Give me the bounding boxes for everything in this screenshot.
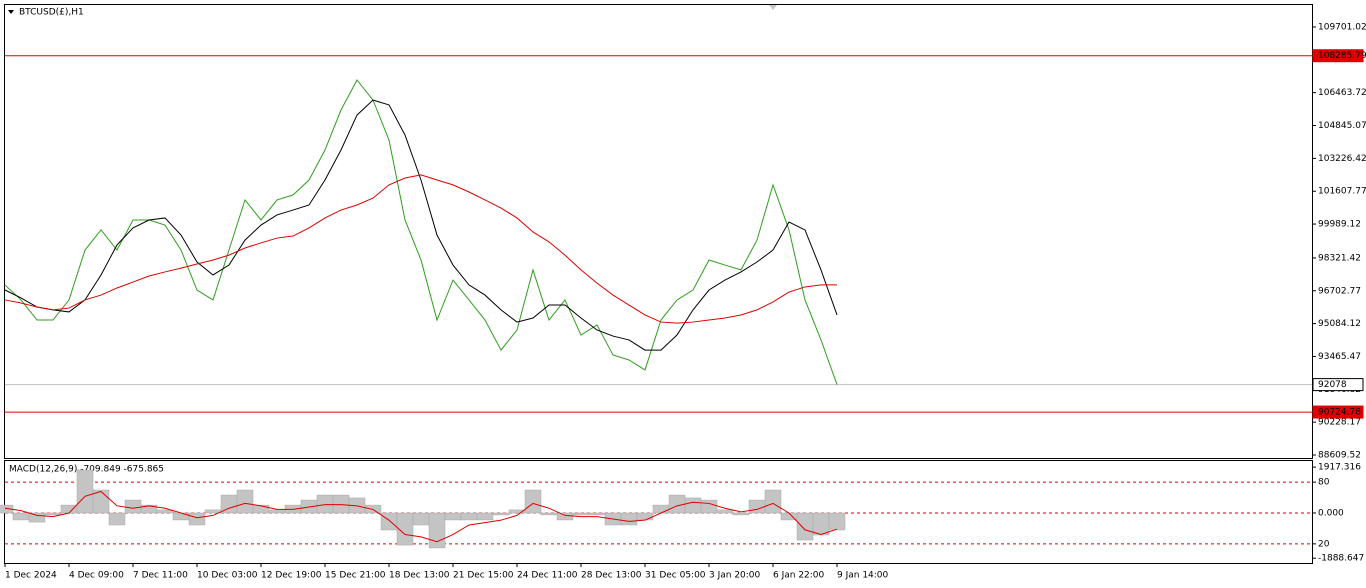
macd-bar bbox=[684, 497, 702, 514]
macd-bar bbox=[476, 512, 494, 521]
macd-bar bbox=[332, 494, 350, 514]
macd-bar bbox=[732, 512, 750, 516]
level-label: 90724.78 bbox=[1318, 408, 1361, 418]
price-line bbox=[4, 79, 838, 385]
y-tick-label: 106463.72 bbox=[1318, 88, 1366, 98]
x-tick-label: 15 Dec 21:00 bbox=[325, 571, 386, 581]
macd-bar bbox=[396, 512, 414, 546]
macd-y-tick-label: 1917.316 bbox=[1318, 463, 1361, 473]
macd-bar bbox=[60, 504, 78, 514]
y-tick-label: 90228.17 bbox=[1318, 418, 1361, 428]
level-label-box bbox=[1312, 378, 1364, 392]
macd-bar bbox=[636, 512, 654, 521]
macd-bar bbox=[588, 512, 606, 516]
y-tick-label: 101607.77 bbox=[1318, 187, 1366, 197]
level-label-box bbox=[1312, 49, 1364, 63]
level-label: 108285.79 bbox=[1318, 51, 1366, 61]
macd-y-tick-label: 80 bbox=[1318, 478, 1330, 488]
x-tick-label: 4 Dec 09:00 bbox=[69, 571, 124, 581]
macd-bar bbox=[316, 494, 334, 514]
x-tick-label: 18 Dec 13:00 bbox=[389, 571, 450, 581]
macd-bar bbox=[12, 512, 30, 521]
macd-bar bbox=[28, 512, 46, 523]
macd-bar bbox=[748, 499, 766, 514]
macd-bar bbox=[764, 489, 782, 514]
macd-bar bbox=[716, 509, 734, 514]
macd-bar bbox=[540, 512, 558, 516]
macd-bar bbox=[524, 489, 542, 514]
macd-bar bbox=[460, 512, 478, 521]
macd-bar bbox=[700, 499, 718, 514]
y-tick-label: 99989.12 bbox=[1318, 220, 1361, 230]
x-tick-label: 10 Dec 03:00 bbox=[197, 571, 258, 581]
macd-bar bbox=[828, 512, 846, 531]
macd-bar bbox=[156, 509, 174, 514]
macd-bar bbox=[572, 512, 590, 516]
x-tick-label: 31 Dec 05:00 bbox=[645, 571, 706, 581]
macd-bar bbox=[124, 499, 142, 514]
y-tick-label: 109701.02 bbox=[1318, 22, 1366, 32]
macd-y-tick-label: -1888.647 bbox=[1318, 554, 1364, 564]
y-tick-label: 88609.52 bbox=[1318, 450, 1361, 460]
macd-bar bbox=[412, 512, 430, 526]
macd-y-tick-label: 0.000 bbox=[1318, 509, 1344, 519]
macd-bar bbox=[140, 504, 158, 514]
price-line bbox=[4, 99, 838, 351]
macd-bar bbox=[172, 512, 190, 521]
y-tick-label: 95084.12 bbox=[1318, 319, 1361, 329]
x-tick-label: 9 Jan 14:00 bbox=[837, 571, 889, 581]
macd-signal-line bbox=[4, 490, 838, 543]
macd-bar bbox=[380, 512, 398, 531]
shift-marker bbox=[769, 5, 777, 10]
macd-bar bbox=[236, 489, 254, 514]
macd-bar bbox=[108, 512, 126, 526]
y-tick-label: 104845.07 bbox=[1318, 121, 1366, 131]
macd-bar bbox=[812, 512, 830, 536]
macd-bar bbox=[252, 504, 270, 514]
chart-title: BTCUSD(£),H1 bbox=[19, 8, 84, 18]
macd-bar bbox=[668, 494, 686, 514]
macd-title: MACD(12,26,9) -709.849 -675.865 bbox=[9, 465, 164, 475]
macd-bar bbox=[620, 512, 638, 526]
main-panel bbox=[4, 4, 1313, 459]
macd-bar bbox=[796, 512, 814, 541]
y-tick-label: 103226.42 bbox=[1318, 154, 1366, 164]
level-label: 92078 bbox=[1318, 380, 1347, 390]
y-tick-label: 93465.47 bbox=[1318, 352, 1361, 362]
x-tick-label: 7 Dec 11:00 bbox=[133, 571, 188, 581]
y-tick-label: 98321.42 bbox=[1318, 253, 1361, 263]
macd-bar bbox=[44, 512, 62, 516]
x-tick-label: 6 Jan 22:00 bbox=[773, 571, 825, 581]
macd-bar bbox=[76, 469, 94, 514]
macd-y-tick-label: 20 bbox=[1318, 539, 1330, 549]
x-tick-label: 28 Dec 13:00 bbox=[581, 571, 642, 581]
macd-bar bbox=[444, 512, 462, 521]
macd-bar bbox=[92, 489, 110, 514]
y-tick-label: 96702.77 bbox=[1318, 286, 1361, 296]
x-tick-label: 12 Dec 19:00 bbox=[261, 571, 322, 581]
x-tick-label: 21 Dec 15:00 bbox=[453, 571, 514, 581]
x-tick-label: 3 Jan 20:00 bbox=[709, 571, 761, 581]
level-label-box bbox=[1312, 405, 1364, 419]
macd-bar bbox=[428, 512, 446, 549]
x-tick-label: 24 Dec 11:00 bbox=[517, 571, 578, 581]
macd-bar bbox=[652, 504, 670, 514]
symbol-menu-arrow[interactable] bbox=[8, 10, 14, 14]
macd-bar bbox=[492, 512, 510, 516]
macd-bar bbox=[556, 512, 574, 521]
macd-bar bbox=[268, 509, 286, 514]
macd-bar bbox=[188, 512, 206, 526]
x-tick-label: 1 Dec 2024 bbox=[5, 571, 57, 581]
price-line bbox=[4, 174, 837, 324]
